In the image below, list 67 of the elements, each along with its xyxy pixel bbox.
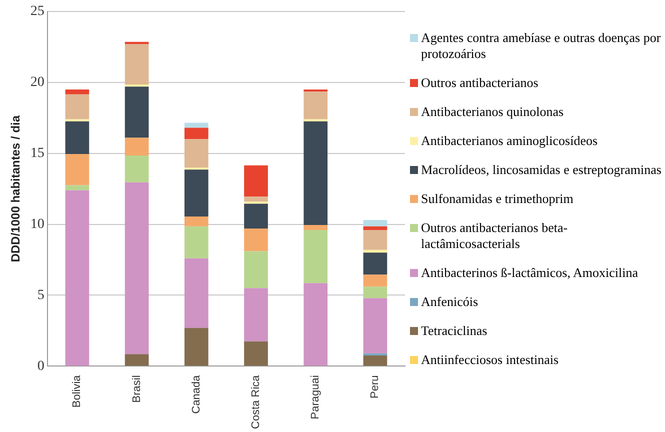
x-tick-label: Brasil: [130, 375, 143, 403]
legend-label: Agentes contra amebíase e outras doenças por protozoários: [421, 30, 662, 62]
bar: [363, 252, 388, 275]
bar: [363, 226, 388, 230]
bar: [124, 354, 149, 366]
y-tick-label: 15: [30, 146, 44, 161]
bar: [304, 121, 328, 225]
bar: [184, 216, 208, 226]
bar: [363, 356, 388, 366]
bar: [244, 228, 268, 252]
bar: [124, 182, 149, 354]
legend-label: Outros antibacterianos: [421, 75, 538, 91]
legend-label: Antibacterianos quinolonas: [421, 104, 564, 120]
bar: [184, 170, 208, 216]
x-tick-label: Canada: [190, 374, 202, 414]
bar: [124, 44, 149, 84]
bar: [304, 230, 328, 284]
y-axis-title: DDD/1000 habitantes / dia: [8, 115, 23, 262]
y-tick-label: 25: [30, 4, 44, 20]
legend-label: Anfenicóis: [421, 294, 478, 310]
bar: [184, 139, 208, 168]
bar: [65, 154, 90, 186]
bar: [244, 196, 268, 202]
bar: [304, 224, 328, 230]
bar: [124, 138, 149, 156]
bar: [304, 92, 328, 120]
legend-label: Sulfonamidas e trimethoprim: [421, 191, 574, 207]
bar: [124, 42, 149, 44]
bar: [304, 283, 328, 366]
bar: [363, 220, 388, 226]
bar: [65, 190, 90, 366]
bar: [244, 288, 268, 342]
bar: [363, 353, 388, 356]
x-tick-label: Bolivia: [71, 374, 84, 408]
bar: [244, 204, 268, 229]
y-tick-label: 10: [30, 216, 44, 232]
bar: [244, 165, 268, 197]
bar: [184, 258, 208, 328]
legend-label: Antiinfecciosos intestinais: [421, 352, 559, 368]
bar: [304, 89, 328, 92]
bar: [124, 86, 149, 138]
bar: [363, 230, 388, 250]
y-tick-label: 0: [37, 358, 44, 374]
bar: [244, 251, 268, 288]
y-tick-label: 20: [30, 75, 44, 90]
bar: [124, 155, 149, 182]
bar: [184, 128, 208, 140]
y-tick-label: 5: [37, 288, 44, 303]
legend-label: Outros antibacterianos beta-lactâmicosacterials: [421, 220, 569, 252]
legend-label: Antibacterinos ß-lactâmicos, Amoxicilina: [421, 265, 638, 281]
bar: [65, 121, 90, 154]
bar: [363, 274, 388, 287]
bar: [184, 226, 208, 258]
bar: [363, 286, 388, 298]
legend-label: Antibacterianos aminoglicosídeos: [421, 133, 598, 149]
legend-label: Tetraciclinas: [421, 323, 488, 339]
x-tick-label: Costa Rica: [250, 374, 262, 429]
bar: [244, 341, 268, 366]
x-tick-label: Paraguai: [310, 375, 322, 420]
bar: [184, 328, 208, 366]
bar: [363, 298, 388, 354]
x-tick-label: Peru: [369, 375, 382, 398]
bar: [65, 94, 90, 120]
legend-label: Macrolídeos, lincosamidas e estreptograminas: [421, 162, 662, 178]
bar: [124, 84, 149, 87]
bar: [65, 89, 90, 94]
bar: [184, 122, 208, 128]
